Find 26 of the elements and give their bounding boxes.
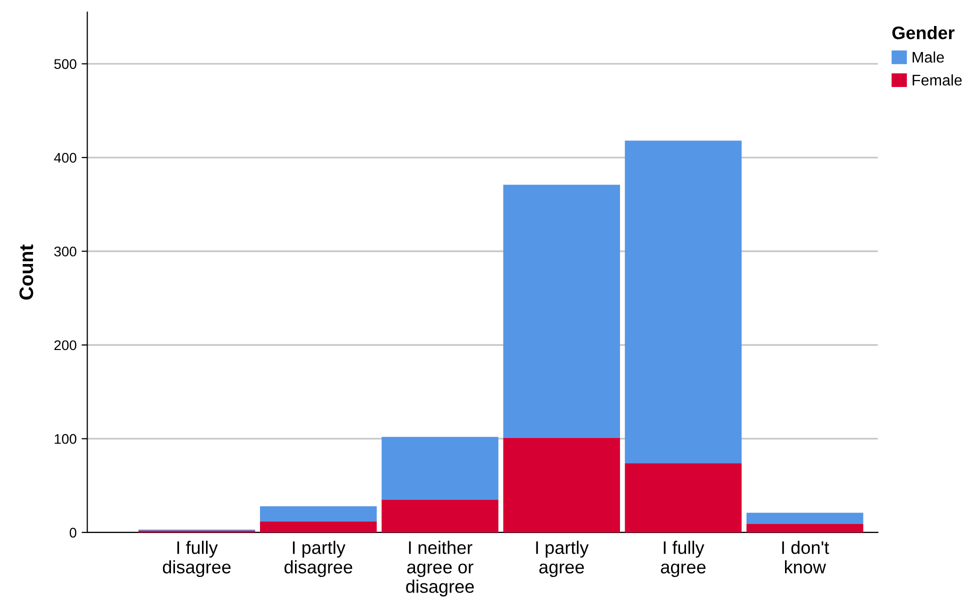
legend-label: Female — [912, 74, 962, 86]
bar — [260, 506, 377, 522]
legend-label: Male — [912, 51, 944, 63]
x-tick-label: I neither agree or disagree — [406, 540, 474, 596]
x-tick-label: I don't know — [782, 540, 830, 574]
bar — [746, 512, 864, 524]
y-tick-label: 300 — [54, 246, 76, 256]
bar — [260, 521, 377, 532]
bar — [624, 463, 742, 532]
y-tick-label: 100 — [54, 434, 76, 444]
x-tick-label: I partly disagree — [284, 540, 352, 578]
y-tick-label: 0 — [70, 528, 76, 538]
bar — [503, 438, 620, 532]
y-tick-label: 400 — [54, 152, 76, 163]
legend-title: Gender — [892, 26, 955, 40]
y-tick-label: 500 — [54, 59, 76, 69]
y-tick-label: 200 — [54, 340, 76, 350]
bar — [746, 524, 864, 532]
y-axis-title: Count — [19, 244, 34, 300]
bar — [503, 184, 620, 438]
bar — [382, 500, 498, 532]
x-tick-label: I fully disagree — [162, 540, 231, 578]
x-tick-label: I fully agree — [660, 540, 706, 578]
x-tick-label: I partly agree — [536, 540, 589, 578]
bar — [624, 140, 742, 464]
bar — [382, 436, 498, 500]
